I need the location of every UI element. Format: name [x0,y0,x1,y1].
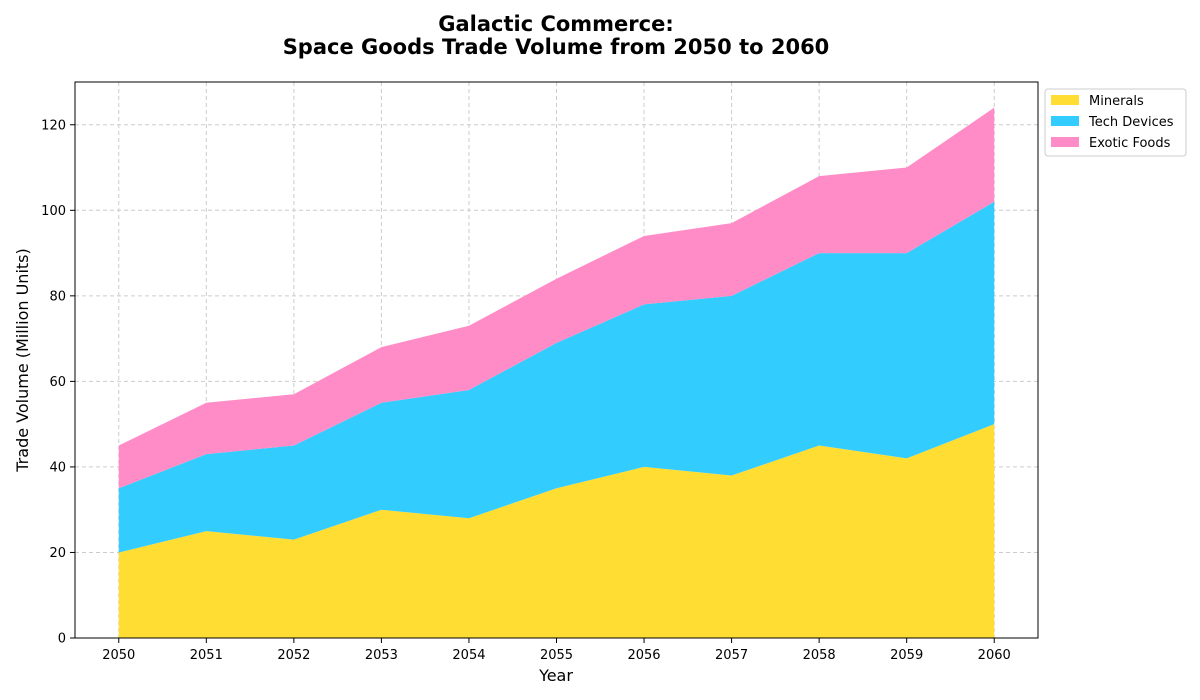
legend-swatch [1051,95,1079,105]
area-tech-devices [118,201,995,553]
y-tick-label: 80 [49,289,66,304]
area-minerals [118,424,995,638]
x-tick-label: 2055 [540,648,573,663]
x-tick-label: 2058 [803,648,836,663]
x-tick-label: 2052 [277,648,310,663]
legend-label: Tech Devices [1088,115,1174,130]
legend-label: Exotic Foods [1089,136,1171,151]
area-exotic-foods [118,107,995,489]
x-tick-label: 2057 [715,648,748,663]
tick-layer: 2050 2051 2052 2053 2054 2055 2056 2057 2058 2059… [41,118,1011,663]
y-tick-label: 120 [41,118,66,133]
x-tick-label: 2056 [627,648,660,663]
x-tick-label: 2059 [890,648,923,663]
legend-swatch [1051,137,1079,147]
y-tick-label: 40 [49,460,66,475]
x-tick-label: 2051 [190,648,223,663]
chart-subtitle: Space Goods Trade Volume from 2050 to 20… [283,35,830,59]
y-tick-label: 100 [41,204,66,219]
x-axis-label: Year [538,666,573,685]
x-tick-label: 2054 [452,648,485,663]
legend-box [1044,88,1187,157]
x-tick-label: 2050 [102,648,135,663]
legend: Minerals Tech Devices Exotic Foods [1044,88,1187,157]
chart-title: Galactic Commerce: [438,12,674,36]
y-axis-label: Trade Volume (Million Units) [13,248,32,472]
x-tick-label: 2060 [978,648,1011,663]
y-tick-label: 60 [49,375,66,390]
y-tick-label: 0 [58,632,66,647]
y-tick-label: 20 [49,546,66,561]
x-tick-label: 2053 [365,648,398,663]
legend-label: Minerals [1089,94,1144,109]
legend-swatch [1051,116,1079,126]
area-layer [118,107,995,638]
